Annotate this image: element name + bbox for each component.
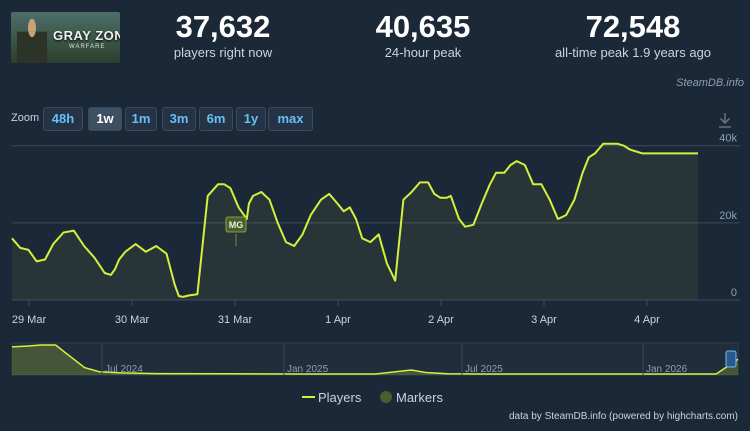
- zoom-max-button[interactable]: max: [268, 107, 313, 131]
- zoom-48h-button[interactable]: 48h: [43, 107, 83, 131]
- zoom-1m-button[interactable]: 1m: [125, 107, 157, 131]
- stat-value: 40,635: [375, 9, 471, 44]
- navigator-line: [11, 344, 739, 375]
- navigator-tick-label: Jan 2026: [646, 364, 688, 375]
- gridlines: [12, 145, 740, 301]
- navigator-tick-label: Jul 2025: [465, 364, 503, 375]
- stat-label: players right now: [173, 45, 273, 60]
- marker-label: MG: [229, 220, 244, 230]
- players-area-fill: [12, 143, 698, 300]
- stat-label: all-time peak 1.9 years ago: [554, 45, 712, 60]
- x-tick-label: 3 Apr: [531, 314, 557, 326]
- navigator[interactable]: Jul 2024 Jan 2025 Jul 2025 Jan 2026: [11, 342, 739, 376]
- legend-symbols: [302, 391, 392, 403]
- download-icon[interactable]: [718, 112, 732, 128]
- marker-flag: [225, 216, 247, 233]
- y-axis-tick-labels: 0 20k 40k: [719, 133, 737, 299]
- legend-players[interactable]: Players: [318, 390, 362, 405]
- credit-text[interactable]: data by SteamDB.info (powered by highcha…: [509, 411, 738, 422]
- source-tag[interactable]: SteamDB.info: [676, 77, 744, 89]
- stat-label: 24-hour peak: [384, 45, 462, 60]
- zoom-6m-button[interactable]: 6m: [199, 107, 233, 131]
- players-series-line: [11, 142, 698, 298]
- navigator-handle: [725, 350, 737, 368]
- zoom-label: Zoom: [11, 112, 40, 124]
- navigator-tick-label: Jul 2024: [105, 364, 143, 375]
- zoom-3m-button[interactable]: 3m: [162, 107, 196, 131]
- game-title-logo: GRAY ZONE: [53, 28, 120, 43]
- x-tick-label: 30 Mar: [115, 314, 150, 326]
- stat-value: 72,548: [585, 9, 681, 44]
- legend-markers-symbol: [380, 391, 392, 403]
- game-subtitle-logo: WARFARE: [69, 44, 106, 50]
- stat-24h-peak: 40,635 24-hour peak: [358, 10, 488, 62]
- soldier-figure: [17, 18, 47, 63]
- stat-value: 37,632: [175, 9, 271, 44]
- y-tick-label: 0: [731, 287, 737, 299]
- legend-markers[interactable]: Markers: [396, 390, 443, 405]
- stats-bar: GRAY ZONE WARFARE 37,632 players right n…: [0, 0, 750, 76]
- navigator-frame: [11, 342, 739, 376]
- x-tick-label: 4 Apr: [634, 314, 660, 326]
- stat-current-players: 37,632 players right now: [158, 10, 288, 62]
- x-axis-tick-labels: 29 Mar 30 Mar 31 Mar 1 Apr 2 Apr 3 Apr 4 Apr: [12, 300, 660, 326]
- x-tick-label: 31 Mar: [218, 314, 253, 326]
- x-tick-label: 2 Apr: [428, 314, 454, 326]
- zoom-1y-button[interactable]: 1y: [236, 107, 266, 131]
- zoom-1w-button[interactable]: 1w: [88, 107, 122, 131]
- y-tick-label: 20k: [719, 210, 737, 222]
- y-tick-label: 40k: [719, 133, 737, 145]
- game-header-image[interactable]: GRAY ZONE WARFARE: [11, 12, 120, 63]
- x-tick-label: 1 Apr: [325, 314, 351, 326]
- marker-group[interactable]: MG: [225, 216, 247, 246]
- x-tick-label: 29 Mar: [12, 314, 47, 326]
- navigator-tick-label: Jan 2025: [287, 364, 329, 375]
- navigator-area: [12, 345, 738, 375]
- stat-all-time-peak: 72,548 all-time peak 1.9 years ago: [548, 10, 718, 62]
